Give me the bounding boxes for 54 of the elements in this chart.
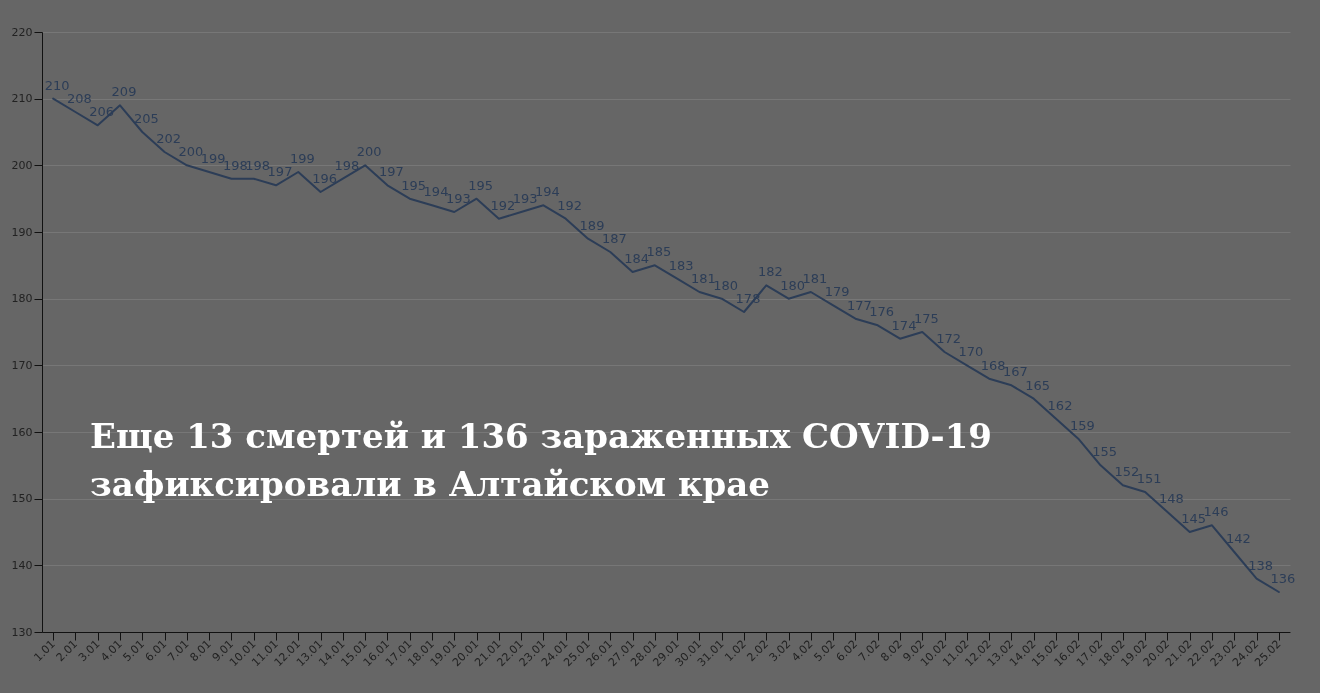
data-label: 210 bbox=[44, 77, 70, 93]
data-label: 198 bbox=[223, 157, 248, 173]
data-label: 168 bbox=[980, 357, 1006, 373]
data-label: 195 bbox=[468, 177, 493, 193]
data-label: 202 bbox=[156, 131, 181, 146]
y-tick-label: 150 bbox=[11, 492, 33, 506]
data-label: 189 bbox=[579, 217, 605, 233]
data-label: 142 bbox=[1225, 531, 1251, 546]
data-label: 208 bbox=[67, 91, 92, 106]
data-label: 159 bbox=[1069, 417, 1095, 433]
y-tick-label: 130 bbox=[11, 625, 33, 639]
data-label: 199 bbox=[289, 151, 315, 166]
y-tick-label: 200 bbox=[11, 158, 33, 172]
data-label: 209 bbox=[111, 84, 137, 100]
data-label: 138 bbox=[1248, 557, 1273, 573]
y-tick-label: 220 bbox=[11, 25, 33, 39]
y-tick-label: 210 bbox=[11, 92, 33, 106]
data-label: 148 bbox=[1159, 491, 1184, 506]
data-label: 152 bbox=[1114, 464, 1140, 480]
data-label: 206 bbox=[89, 104, 115, 120]
data-label: 197 bbox=[379, 164, 404, 180]
data-label: 192 bbox=[557, 197, 583, 213]
data-label: 180 bbox=[780, 277, 805, 293]
text: Еще 13 смертей и 136 зараженных COVID-19 зафиксировали в Алтайском крае bbox=[90, 415, 993, 506]
y-tick-label: 160 bbox=[11, 425, 33, 439]
data-label: 194 bbox=[535, 184, 560, 200]
data-label: 198 bbox=[334, 157, 360, 173]
data-label: 136 bbox=[1270, 571, 1296, 586]
data-label: 180 bbox=[713, 277, 739, 293]
data-label: 162 bbox=[1047, 397, 1073, 413]
y-tick-label: 180 bbox=[11, 292, 33, 306]
data-label: 165 bbox=[1025, 377, 1051, 393]
y-tick-label: 140 bbox=[11, 558, 33, 572]
data-label: 167 bbox=[1003, 364, 1028, 380]
data-label: 179 bbox=[824, 284, 850, 300]
data-label: 182 bbox=[757, 264, 783, 280]
y-tick-label: 170 bbox=[11, 358, 33, 372]
data-label: 170 bbox=[958, 344, 984, 360]
data-label: 172 bbox=[936, 331, 961, 346]
data-label: 205 bbox=[133, 111, 159, 126]
data-label: 187 bbox=[601, 231, 627, 246]
data-label: 177 bbox=[847, 297, 872, 313]
y-tick-label: 190 bbox=[11, 225, 33, 239]
data-label: 200 bbox=[356, 144, 382, 160]
data-label: 198 bbox=[245, 157, 271, 173]
data-label: 155 bbox=[1092, 444, 1117, 460]
data-label: 195 bbox=[401, 177, 427, 193]
data-label: 183 bbox=[668, 257, 694, 273]
data-label: 192 bbox=[490, 197, 516, 213]
data-label: 196 bbox=[312, 171, 337, 186]
data-label: 185 bbox=[646, 244, 672, 260]
data-label: 184 bbox=[624, 251, 649, 266]
data-label: 176 bbox=[869, 304, 895, 320]
data-label: 181 bbox=[691, 271, 716, 286]
